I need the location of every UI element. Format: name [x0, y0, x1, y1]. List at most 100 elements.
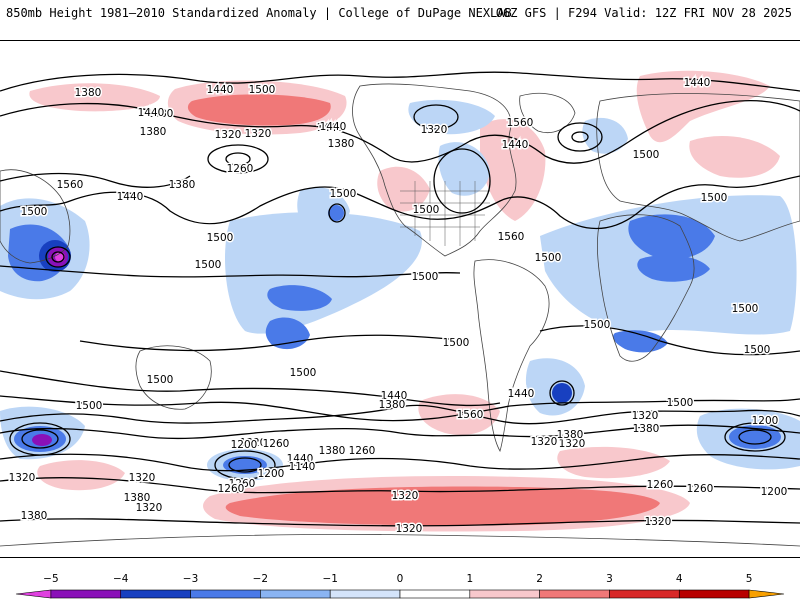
contour-1380-north [0, 71, 800, 92]
contour-label: 1500 [584, 319, 611, 331]
contour-low-south-pacific [214, 450, 276, 480]
colorbar-tick-label: −2 [253, 573, 268, 585]
contour-low-north-atlantic [557, 122, 603, 152]
anomaly-neg2-southern-ocean-east [729, 425, 781, 449]
colorbar-bin [539, 589, 610, 599]
coastline-east-asia [0, 169, 71, 264]
height-contours [0, 71, 800, 527]
coastline-australia [135, 345, 212, 410]
contour-label: 1500 [667, 397, 694, 409]
contour-label: 1200 [752, 415, 779, 427]
contour-label: 1260 [227, 163, 254, 175]
colorbar-tick-label: 4 [676, 573, 683, 585]
contour-label: 1440 [138, 107, 165, 119]
contour-low-typhoon [45, 246, 71, 268]
contour-label: 1500 [207, 232, 234, 244]
contour-label: 1320 [421, 124, 448, 136]
coastline-antarctica [0, 534, 800, 547]
contour-low-south-indian [724, 422, 786, 452]
coastline-africa [597, 214, 695, 362]
contour-label: 1500 [147, 374, 174, 386]
map-title: 850mb Height 1981–2010 Standardized Anom… [6, 6, 512, 20]
anomaly-neg2-central-pacific [267, 285, 332, 311]
contour-label: 1500 [443, 337, 470, 349]
colorbar-tick-label: −1 [322, 573, 337, 585]
colorbar-tick-label: 5 [746, 573, 753, 585]
colorbar-tick-label: 0 [397, 573, 404, 585]
contour-label: 1380 [169, 179, 196, 191]
contour-low-south-pacific-inner [228, 457, 262, 473]
contour-label: 1380 [328, 138, 355, 150]
contour-label: 1320 [136, 502, 163, 514]
negative-anomaly-shading [0, 99, 800, 481]
coastline-south-america [473, 259, 550, 452]
contour-label: 1380 [75, 87, 102, 99]
contour-1500-south [0, 395, 800, 422]
contour-low-west-pacific-inner [21, 429, 59, 449]
colorbar-bin [609, 589, 680, 599]
contour-label: 1440 [320, 121, 347, 133]
contour-label: 1500 [413, 204, 440, 216]
colorbar-legend: −5 −4 −3 −2 −1 0 1 2 3 4 5 [0, 566, 800, 600]
contour-label: 1500 [330, 188, 357, 200]
contour-1500-atlantic-india [539, 325, 800, 356]
anomaly-pos1-europe [689, 136, 780, 178]
contour-label: 1260 [349, 445, 376, 457]
contour-label: 1320 [392, 490, 419, 502]
contour-label: 1560 [507, 117, 534, 129]
contour-label: 1380 [557, 429, 584, 441]
contour-label: 1380 [319, 445, 346, 457]
colorbar-bin [469, 589, 540, 599]
coastlines [0, 83, 800, 547]
contour-label: 1440 [684, 77, 711, 89]
contour-1500-equator [0, 265, 461, 278]
contour-label: 1380 [21, 510, 48, 522]
anomaly-neg1-arctic-asia [408, 99, 495, 135]
contour-label: 1500 [744, 344, 771, 356]
coastline-eurasia [596, 93, 800, 242]
contour-label: 1500 [412, 271, 439, 283]
contour-label: 1500 [195, 259, 222, 271]
contour-label: 1440 [381, 390, 408, 402]
anomaly-neg3-south-atlantic-low [552, 383, 572, 403]
contour-label: 1260 [647, 479, 674, 491]
contour-label: 1200 [761, 486, 788, 498]
colorbar-tick-label: −4 [113, 573, 129, 585]
contour-1260-south [0, 477, 800, 494]
contour-label: 1500 [732, 303, 759, 315]
colorbar-tick-label: −3 [183, 573, 198, 585]
contour-label: 1560 [457, 409, 484, 421]
contour-label: 1320 [9, 472, 36, 484]
contour-label: 1380 [147, 108, 174, 120]
contour-label: 1380 [140, 126, 167, 138]
contour-low-north-pacific [207, 144, 269, 174]
contour-label: 1380 [633, 423, 660, 435]
contour-1500-north [0, 175, 800, 230]
colorbar-tick-label: −5 [43, 573, 58, 585]
contour-low-north-atlantic-inner [571, 131, 589, 143]
contour-1500-southern-subtropic [0, 370, 501, 407]
contour-1500-south-pacific [79, 334, 471, 352]
contour-label: 1500 [290, 367, 317, 379]
contour-label: 1320 [215, 129, 242, 141]
contour-label: 1440 [508, 388, 535, 400]
contour-1440-south [0, 404, 800, 425]
map-panel: 1380 1440 1500 1380 1440 1380 1320 1440 1380 1320… [0, 40, 800, 558]
contour-label: 1320 [240, 437, 267, 449]
colorbar-bin [190, 589, 261, 599]
contour-label: 1440 [317, 122, 344, 134]
anomaly-neg2-africa [637, 254, 710, 282]
contour-low-south-indian-inner [738, 429, 772, 445]
contour-label: 1260 [218, 483, 245, 495]
contour-label: 1380 [124, 492, 151, 504]
colorbar-bin [120, 589, 191, 599]
colorbar-tick-label: 1 [466, 573, 473, 585]
anomaly-neg1-north-america-trough [438, 142, 490, 196]
contour-label: 1500 [701, 192, 728, 204]
colorbar-tick-label: 3 [606, 573, 613, 585]
colorbar-bin [329, 589, 401, 599]
contour-1380-south [0, 424, 800, 440]
contour-label: 1500 [21, 206, 48, 218]
